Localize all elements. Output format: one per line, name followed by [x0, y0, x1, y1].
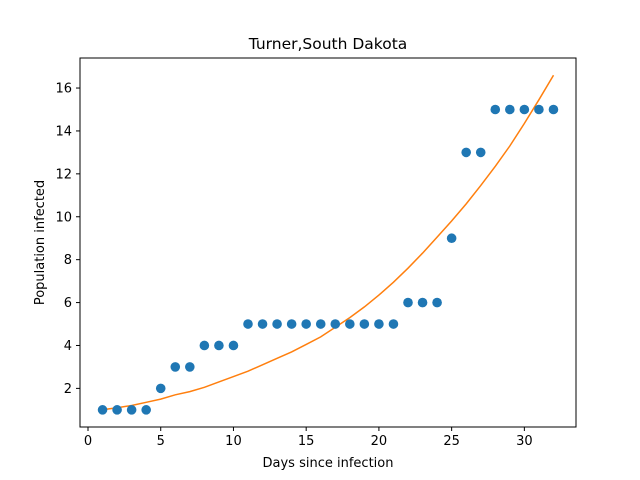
- x-tick-label: 0: [84, 434, 92, 449]
- chart-title: Turner,South Dakota: [248, 35, 408, 53]
- data-point: [505, 104, 515, 115]
- data-point: [286, 319, 297, 329]
- y-axis-label: Population infected: [33, 180, 48, 305]
- data-point: [345, 319, 355, 329]
- y-tick-label: 10: [55, 210, 72, 225]
- data-point: [388, 319, 399, 329]
- data-point: [461, 147, 471, 158]
- data-point: [126, 405, 137, 415]
- x-tick-label: 15: [298, 434, 315, 449]
- x-tick-label: 20: [371, 434, 388, 449]
- x-axis-label: Days since infection: [263, 456, 394, 471]
- fit-curve-line: [102, 74, 555, 411]
- data-point: [170, 362, 181, 372]
- data-point: [446, 233, 457, 244]
- data-point: [403, 297, 413, 308]
- data-point: [359, 319, 370, 329]
- data-point: [432, 297, 442, 308]
- fit-curve-group: [102, 74, 555, 411]
- data-point: [301, 319, 311, 329]
- data-point: [257, 319, 268, 329]
- data-points-group: [97, 104, 559, 415]
- data-point: [214, 340, 224, 351]
- y-tick-label: 8: [64, 253, 72, 268]
- y-tick-label: 6: [64, 296, 72, 311]
- data-point: [155, 383, 166, 394]
- data-point: [97, 405, 108, 415]
- data-point: [519, 104, 530, 115]
- data-point: [185, 362, 195, 372]
- data-point: [199, 340, 210, 351]
- y-tick-label: 16: [55, 82, 72, 97]
- x-tick-label: 10: [225, 434, 242, 449]
- x-tick-label: 30: [516, 434, 533, 449]
- data-point: [112, 405, 122, 415]
- data-point: [315, 319, 326, 329]
- data-point: [272, 319, 282, 329]
- data-point: [534, 104, 544, 115]
- plot-area-frame: [79, 57, 577, 428]
- data-point: [490, 104, 501, 115]
- y-tick-label: 12: [55, 167, 72, 182]
- data-point: [330, 319, 341, 329]
- x-tick-label: 5: [157, 434, 165, 449]
- y-tick-label: 14: [55, 124, 72, 139]
- x-tick-label: 25: [443, 434, 460, 449]
- y-tick-label: 4: [64, 339, 72, 354]
- y-tick-label: 2: [64, 382, 72, 397]
- x-axis-ticks: 0 5 10 15 20 25 30: [84, 427, 533, 449]
- y-axis-ticks: 2 4 6 8 10 12 14 16: [55, 82, 80, 397]
- data-point: [417, 297, 428, 308]
- data-point: [548, 104, 559, 115]
- data-point: [243, 319, 253, 329]
- data-point: [374, 319, 384, 329]
- data-point: [228, 340, 239, 351]
- data-point: [141, 405, 151, 415]
- data-point: [475, 147, 486, 158]
